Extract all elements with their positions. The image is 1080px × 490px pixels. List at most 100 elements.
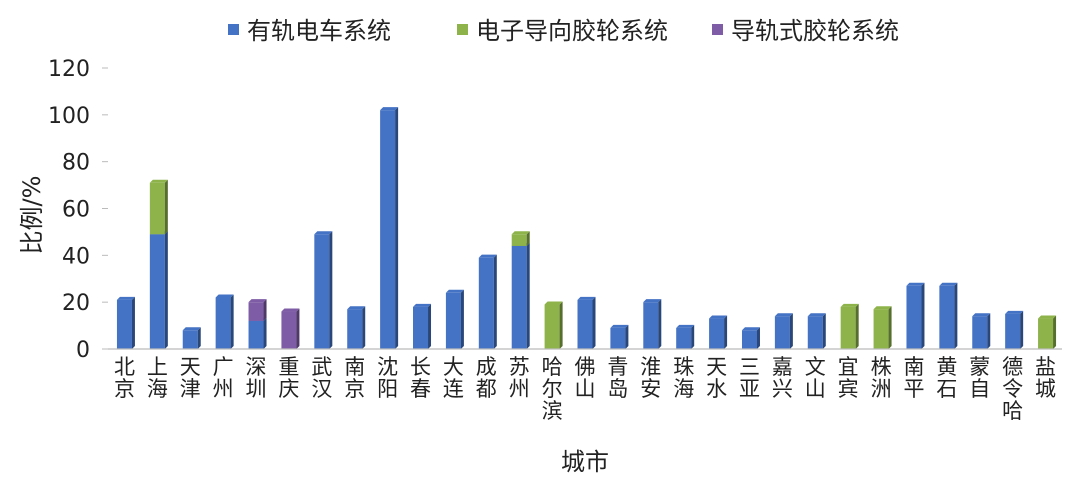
bar-segment-20-0 [774, 313, 793, 349]
bar-segment-17-0 [676, 324, 695, 349]
x-tick-label: 洲 [871, 377, 892, 401]
y-tick-label: 120 [48, 57, 90, 82]
bar-segment-12-0 [511, 242, 530, 349]
x-tick-label: 珠 [673, 355, 694, 379]
bar-segment-15-0 [610, 324, 629, 349]
x-tick-label: 安 [640, 377, 661, 401]
x-tick-label: 南 [344, 355, 365, 379]
y-tick-label: 60 [62, 198, 90, 223]
bar-segment-8-0 [380, 107, 399, 350]
x-tick-label: 春 [410, 377, 431, 401]
x-tick-label: 武 [311, 355, 332, 379]
x-tick-label: 圳 [246, 377, 267, 401]
x-tick-label: 石 [936, 377, 957, 401]
x-tick-label: 德 [1002, 355, 1023, 379]
x-tick-label: 京 [344, 377, 365, 401]
y-tick-label: 20 [62, 291, 90, 316]
bar-segment-23-1 [873, 306, 892, 349]
legend-swatch-1 [457, 24, 468, 35]
bar-segment-26-0 [972, 313, 991, 349]
x-tick-label: 成 [476, 355, 497, 379]
y-tick-label: 100 [48, 104, 90, 129]
x-tick-label: 青 [607, 355, 628, 379]
x-tick-label: 亚 [739, 377, 760, 401]
x-tick-label: 广 [213, 355, 234, 379]
bar-segment-2-0 [182, 327, 201, 349]
legend-swatch-2 [712, 24, 723, 35]
bar-segment-18-0 [709, 315, 728, 349]
x-tick-label: 城 [1035, 377, 1056, 401]
bar-segment-27-0 [1005, 310, 1024, 349]
x-tick-label: 哈 [1002, 399, 1023, 423]
x-tick-label: 盐 [1035, 355, 1056, 379]
x-tick-label: 淮 [640, 355, 661, 379]
x-tick-label: 宜 [838, 355, 859, 379]
bar-segment-4-2 [248, 299, 267, 321]
x-tick-label: 山 [575, 377, 596, 401]
x-tick-label: 京 [114, 377, 135, 401]
bar-segment-0-0 [116, 296, 135, 349]
x-tick-label: 大 [443, 355, 464, 379]
x-tick-label: 山 [805, 377, 826, 401]
x-tick-label: 文 [805, 355, 826, 379]
y-tick-label: 40 [62, 244, 90, 269]
x-tick-label: 上 [147, 355, 168, 379]
x-tick-label: 苏 [509, 355, 530, 379]
x-tick-label: 天 [706, 355, 727, 379]
legend: 有轨电车系统 电子导向胶轮系统 导轨式胶轮系统 [228, 17, 899, 45]
x-tick-label: 庆 [278, 377, 299, 401]
x-tick-label: 天 [180, 355, 201, 379]
bar-segment-5-2 [281, 308, 300, 349]
x-tick-label: 重 [278, 355, 299, 379]
legend-swatch-0 [228, 24, 239, 35]
y-tick-label: 80 [62, 151, 90, 176]
x-tick-label: 三 [739, 355, 760, 379]
x-tick-label: 蒙 [969, 355, 990, 379]
x-tick-label: 长 [410, 355, 431, 379]
x-tick-label: 州 [213, 377, 234, 401]
x-tick-label: 尔 [542, 377, 563, 401]
x-tick-label: 沈 [377, 355, 398, 379]
x-tick-label: 北 [114, 355, 135, 379]
legend-label-0: 有轨电车系统 [247, 17, 391, 45]
legend-label-1: 电子导向胶轮系统 [476, 17, 668, 45]
x-tick-label: 令 [1002, 377, 1023, 401]
x-tick-label: 深 [246, 355, 267, 379]
x-axis-title: 城市 [561, 448, 609, 476]
bar-segment-10-0 [445, 289, 464, 349]
bar-segment-16-0 [643, 299, 662, 349]
x-tick-label: 宾 [838, 377, 859, 401]
x-tick-label: 海 [673, 377, 694, 401]
x-tick-label: 株 [871, 355, 892, 379]
bar-segment-11-0 [478, 254, 497, 349]
bar-segment-1-1 [149, 179, 168, 235]
x-tick-label: 哈 [542, 355, 563, 379]
x-tick-label: 黄 [936, 355, 957, 379]
x-tick-label: 南 [903, 355, 924, 379]
y-tick-label: 0 [76, 338, 90, 363]
x-tick-label: 州 [509, 377, 530, 401]
x-tick-label: 平 [903, 377, 924, 401]
bar-segment-7-0 [347, 306, 366, 349]
x-tick-label: 海 [147, 377, 168, 401]
x-tick-label: 连 [443, 377, 464, 401]
y-axis-title: 比例/% [18, 176, 46, 255]
x-tick-label: 都 [476, 377, 497, 401]
bar-segment-22-1 [840, 303, 859, 349]
x-tick-label: 兴 [772, 377, 793, 401]
x-tick-label: 岛 [607, 377, 628, 401]
x-tick-label: 嘉 [772, 355, 793, 379]
x-tick-label: 滨 [542, 399, 563, 423]
x-axis: 北京上海天津广州深圳重庆武汉南京沈阳长春大连成都苏州哈尔滨佛山青岛淮安珠海天水三… [108, 348, 1062, 423]
bar-segment-12-1 [511, 231, 530, 246]
y-axis: 0 20 40 60 80 100 120 [48, 57, 108, 363]
x-tick-label: 佛 [575, 355, 596, 379]
bar-segment-24-0 [906, 282, 925, 349]
bar-segment-13-1 [544, 301, 563, 349]
bars [116, 107, 1057, 350]
x-tick-label: 自 [969, 377, 990, 401]
bar-segment-19-0 [741, 327, 760, 349]
bar-segment-3-0 [215, 294, 234, 349]
